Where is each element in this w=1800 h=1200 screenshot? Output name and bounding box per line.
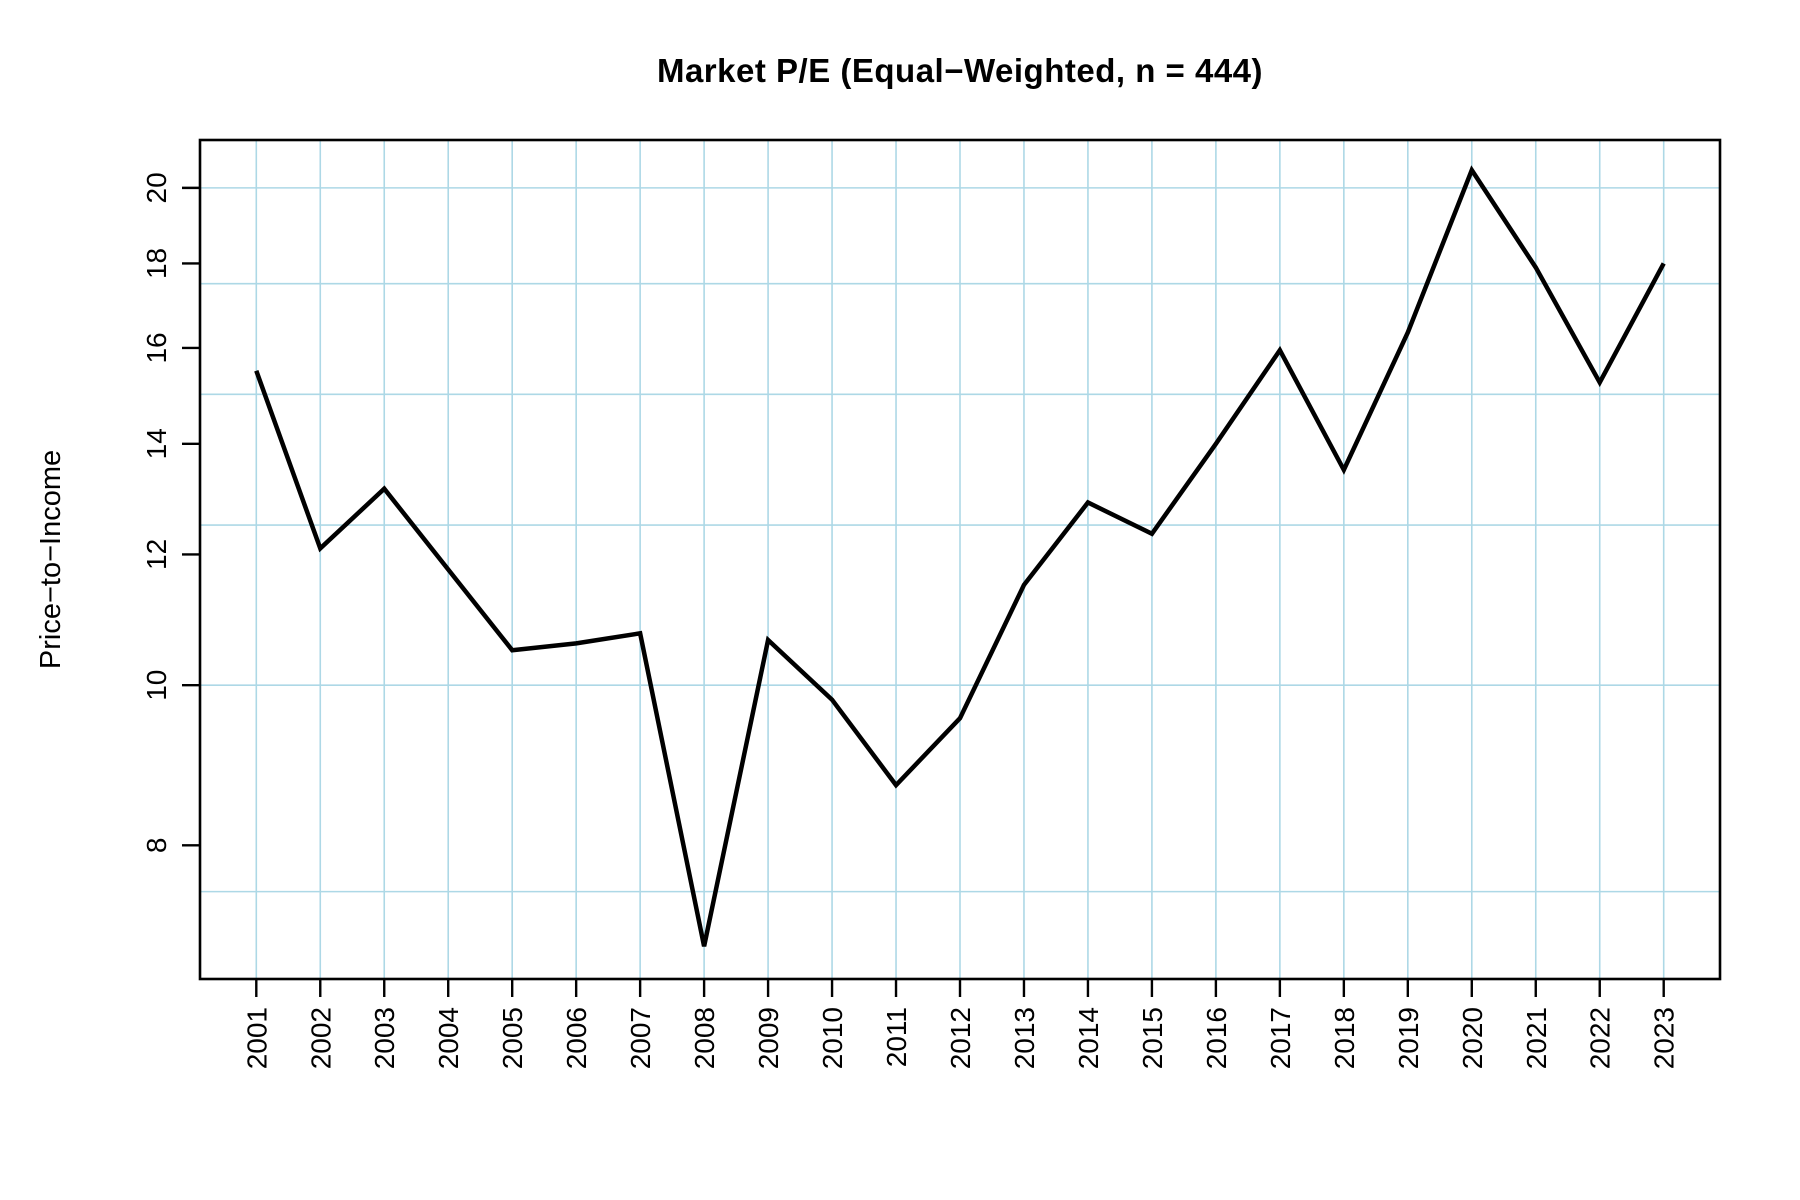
x-tick-label: 2015 [1137, 1007, 1168, 1069]
x-tick-label: 2006 [561, 1007, 592, 1069]
x-tick-label: 2020 [1457, 1007, 1488, 1069]
x-tick-label: 2013 [1009, 1007, 1040, 1069]
x-tick-label: 2014 [1073, 1007, 1104, 1069]
y-tick-label: 18 [141, 248, 172, 279]
x-tick-label: 2012 [945, 1007, 976, 1069]
x-tick-label: 2001 [241, 1007, 272, 1069]
x-tick-label: 2004 [433, 1007, 464, 1069]
x-tick-label: 2002 [305, 1007, 336, 1069]
x-tick-label: 2008 [689, 1007, 720, 1069]
y-tick-label: 14 [141, 428, 172, 459]
y-tick-label: 12 [141, 539, 172, 570]
x-tick-label: 2011 [881, 1007, 912, 1067]
y-axis-title: Price−to−Income [35, 450, 67, 669]
data-line [254, 165, 1666, 947]
x-tick-label: 2007 [625, 1007, 656, 1069]
chart-title: Market P/E (Equal−Weighted, n = 444) [656, 52, 1264, 89]
y-tick-label: 16 [141, 332, 172, 363]
y-tick-label: 10 [141, 670, 172, 701]
x-tick-label: 2019 [1393, 1007, 1424, 1069]
x-tick-label: 2005 [497, 1007, 528, 1069]
x-tick-label: 2018 [1329, 1007, 1360, 1069]
x-tick-label: 2003 [369, 1007, 400, 1069]
x-tick-label: 2022 [1585, 1007, 1616, 1069]
x-tick-label: 2021 [1521, 1007, 1552, 1069]
x-tick-label: 2016 [1201, 1007, 1232, 1069]
y-tick-label: 8 [141, 838, 172, 854]
x-tick-label: 2023 [1649, 1007, 1680, 1069]
x-tick-label: 2017 [1265, 1007, 1296, 1069]
y-tick-label: 20 [141, 172, 172, 203]
x-tick-label: 2009 [753, 1007, 784, 1069]
x-tick-label: 2010 [817, 1007, 848, 1069]
